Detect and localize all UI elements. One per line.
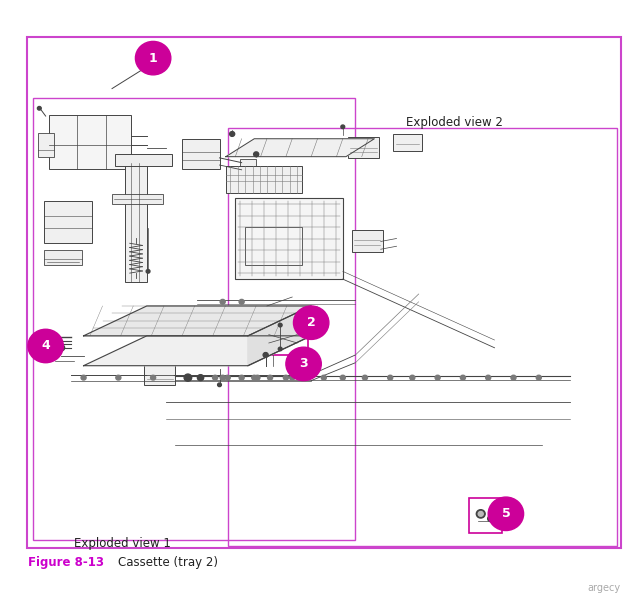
Circle shape	[218, 383, 222, 386]
Polygon shape	[84, 306, 311, 336]
Circle shape	[278, 323, 282, 327]
Circle shape	[220, 299, 225, 304]
Circle shape	[213, 375, 218, 380]
Text: Figure 8-13: Figure 8-13	[28, 556, 104, 569]
Circle shape	[150, 375, 156, 380]
Circle shape	[263, 353, 268, 358]
Circle shape	[255, 375, 260, 380]
Bar	[393, 134, 422, 151]
Circle shape	[321, 375, 326, 380]
Bar	[262, 314, 308, 355]
Bar	[49, 115, 131, 169]
Circle shape	[220, 375, 225, 380]
Bar	[144, 362, 175, 385]
Circle shape	[251, 375, 257, 380]
Bar	[124, 163, 147, 282]
Circle shape	[146, 269, 150, 273]
Text: 2: 2	[307, 316, 316, 329]
Circle shape	[185, 375, 190, 380]
Text: argecy: argecy	[588, 583, 621, 593]
Bar	[112, 194, 163, 205]
Text: 4: 4	[41, 340, 50, 352]
Text: Exploded view 1: Exploded view 1	[74, 536, 171, 550]
Bar	[236, 199, 343, 279]
Circle shape	[410, 375, 415, 380]
Circle shape	[302, 375, 307, 380]
Circle shape	[388, 375, 392, 380]
Circle shape	[267, 375, 272, 380]
Bar	[27, 37, 621, 548]
Bar	[352, 230, 383, 252]
Text: 1: 1	[149, 52, 157, 65]
Circle shape	[293, 306, 329, 340]
Polygon shape	[226, 139, 375, 157]
Circle shape	[488, 497, 524, 530]
Circle shape	[253, 152, 258, 157]
Circle shape	[363, 375, 368, 380]
Bar	[228, 128, 617, 546]
Circle shape	[184, 374, 192, 381]
Circle shape	[81, 375, 86, 380]
Bar	[182, 139, 220, 169]
Circle shape	[340, 375, 345, 380]
Text: 5: 5	[502, 508, 511, 520]
Circle shape	[225, 375, 231, 380]
Circle shape	[197, 374, 204, 380]
Circle shape	[536, 375, 541, 380]
Circle shape	[135, 41, 171, 75]
Bar	[241, 159, 256, 173]
Bar	[226, 166, 302, 193]
Bar	[44, 250, 83, 265]
Polygon shape	[248, 306, 311, 365]
Bar	[38, 133, 54, 157]
Text: Exploded view 2: Exploded view 2	[406, 116, 503, 129]
Circle shape	[37, 107, 41, 110]
Bar	[115, 154, 172, 166]
Circle shape	[460, 375, 465, 380]
Polygon shape	[84, 336, 311, 365]
Text: 3: 3	[299, 358, 308, 370]
Circle shape	[478, 511, 483, 516]
Circle shape	[116, 375, 121, 380]
Circle shape	[185, 375, 190, 380]
Circle shape	[286, 347, 321, 380]
Bar	[245, 227, 302, 265]
Circle shape	[486, 375, 491, 380]
Circle shape	[53, 349, 57, 353]
Circle shape	[511, 375, 516, 380]
Circle shape	[28, 329, 64, 363]
Text: Cassette (tray 2): Cassette (tray 2)	[118, 556, 218, 569]
Circle shape	[198, 375, 203, 380]
Circle shape	[283, 375, 288, 380]
Circle shape	[239, 299, 244, 304]
Circle shape	[278, 347, 282, 351]
Circle shape	[290, 375, 295, 380]
Circle shape	[476, 509, 485, 518]
Circle shape	[230, 131, 235, 136]
Circle shape	[58, 345, 65, 351]
Bar	[44, 202, 92, 243]
Circle shape	[341, 125, 345, 128]
Bar	[348, 137, 380, 158]
Bar	[33, 98, 356, 540]
Circle shape	[435, 375, 440, 380]
Circle shape	[488, 515, 494, 521]
Circle shape	[239, 375, 244, 380]
Bar	[469, 498, 502, 533]
